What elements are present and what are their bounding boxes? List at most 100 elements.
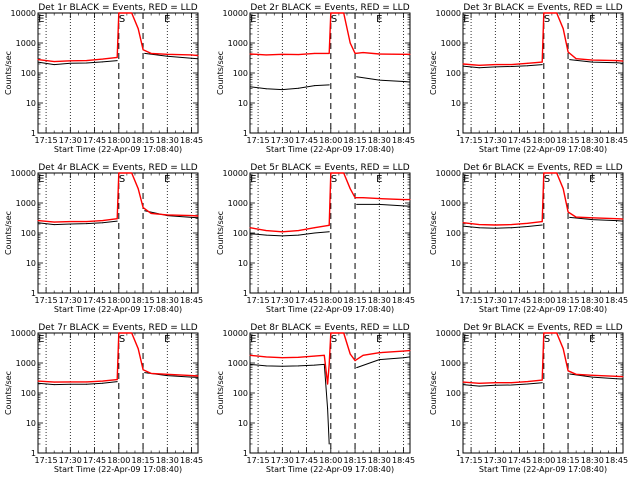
chart-title: Det 5r BLACK = Events, RED = LLD (250, 163, 409, 173)
x-tick-label: 17:15 (247, 456, 270, 465)
x-axis-label: Start Time (22-Apr-09 17:08:40) (266, 145, 394, 154)
x-tick-label: 18:15 (557, 296, 580, 305)
data-point-lld (191, 54, 192, 56)
series-line-events (249, 76, 411, 91)
y-axis-label: Counts/sec (429, 51, 438, 95)
data-point-lld (118, 172, 120, 174)
x-axis-label: Start Time (22-Apr-09 17:08:40) (54, 145, 182, 154)
data-point-events (144, 372, 146, 374)
zone-label: S (119, 14, 125, 25)
y-tick-label: 10 (238, 259, 248, 268)
zone-label: E (589, 334, 595, 345)
data-point-events (197, 58, 199, 60)
data-point-lld (150, 52, 152, 54)
data-point-lld (541, 61, 543, 63)
x-tick-label: 18:15 (557, 136, 580, 145)
data-point-lld (118, 12, 120, 14)
data-point-events (378, 203, 380, 205)
data-point-lld (137, 28, 139, 30)
data-point-events (197, 217, 199, 219)
x-tick-label: 17:45 (508, 456, 531, 465)
chart-title: Det 4r BLACK = Events, RED = LLD (38, 163, 197, 173)
x-tick-label: 17:45 (83, 456, 106, 465)
y-axis-label: Counts/sec (429, 371, 438, 415)
data-point-lld (86, 221, 87, 223)
data-point-events (166, 375, 168, 377)
x-tick-label: 18:00 (107, 456, 130, 465)
zone-label: S (544, 174, 550, 185)
data-point-events (116, 60, 118, 62)
data-point-lld (527, 381, 529, 383)
data-point-events (69, 383, 71, 385)
data-point-events (116, 381, 118, 383)
y-tick-label: 10 (451, 99, 461, 108)
data-point-lld (131, 12, 133, 14)
chart-title: Det 6r BLACK = Events, RED = LLD (463, 163, 622, 173)
data-point-lld (349, 353, 351, 355)
data-point-lld (53, 221, 55, 223)
x-tick-label: 17:15 (460, 296, 483, 305)
y-tick-label: 1 (456, 449, 461, 458)
data-point-events (403, 81, 404, 82)
series-line-lld (249, 12, 410, 56)
y-axis-label: Counts/sec (216, 211, 225, 255)
y-tick-label: 10000 (436, 329, 461, 338)
series-line-lld (37, 12, 199, 63)
data-point-lld (478, 382, 480, 384)
data-point-events (191, 216, 192, 218)
series-line-events (462, 373, 624, 387)
data-point-lld (541, 379, 543, 381)
y-tick-label: 10000 (223, 329, 248, 338)
zone-label: S (331, 334, 337, 345)
x-tick-label: 18:45 (392, 136, 415, 145)
chart-title: Det 9r BLACK = Events, RED = LLD (463, 323, 622, 333)
data-point-events (403, 205, 404, 207)
zone-label: E (164, 14, 170, 25)
y-axis-label: Counts/sec (216, 51, 225, 95)
data-point-lld (37, 59, 39, 61)
data-point-lld (298, 230, 299, 232)
data-point-events (249, 363, 251, 365)
chart-title: Det 8r BLACK = Events, RED = LLD (250, 323, 409, 333)
x-tick-label: 18:00 (532, 456, 555, 465)
data-point-lld (330, 332, 332, 334)
data-point-lld (131, 172, 133, 174)
data-point-events (69, 223, 71, 225)
x-axis-label: Start Time (22-Apr-09 17:08:40) (479, 465, 607, 474)
data-point-lld (562, 188, 564, 190)
x-tick-label: 18:15 (132, 296, 155, 305)
zone-label: E (376, 334, 382, 345)
x-tick-label: 17:45 (83, 296, 106, 305)
data-point-lld (591, 217, 593, 219)
y-tick-label: 100 (446, 69, 461, 78)
data-point-events (462, 225, 464, 227)
data-point-events (409, 356, 411, 358)
x-tick-label: 18:45 (392, 456, 415, 465)
data-point-events (102, 382, 104, 384)
data-point-lld (53, 381, 55, 383)
data-point-events (616, 62, 617, 64)
zone-label: E (463, 14, 469, 25)
data-point-events (102, 222, 104, 224)
data-point-lld (328, 52, 330, 54)
x-tick-label: 17:30 (484, 136, 507, 145)
data-point-events (37, 382, 39, 384)
x-tick-label: 18:45 (605, 456, 628, 465)
zone-label: S (544, 14, 550, 25)
data-point-lld (378, 198, 380, 200)
y-tick-label: 1000 (16, 199, 36, 208)
data-point-lld (102, 220, 104, 222)
data-point-lld (86, 381, 87, 383)
data-point-lld (191, 375, 192, 377)
data-point-events (249, 86, 251, 88)
x-axis-label: Start Time (22-Apr-09 17:08:40) (54, 465, 182, 474)
data-point-events (527, 383, 529, 385)
x-tick-label: 17:30 (271, 456, 294, 465)
y-tick-label: 1000 (228, 199, 248, 208)
chart-title: Det 2r BLACK = Events, RED = LLD (250, 3, 409, 13)
y-tick-label: 10000 (11, 169, 36, 178)
data-point-events (356, 367, 358, 369)
data-point-lld (567, 370, 569, 372)
data-point-lld (511, 64, 512, 66)
data-point-lld (328, 224, 330, 226)
